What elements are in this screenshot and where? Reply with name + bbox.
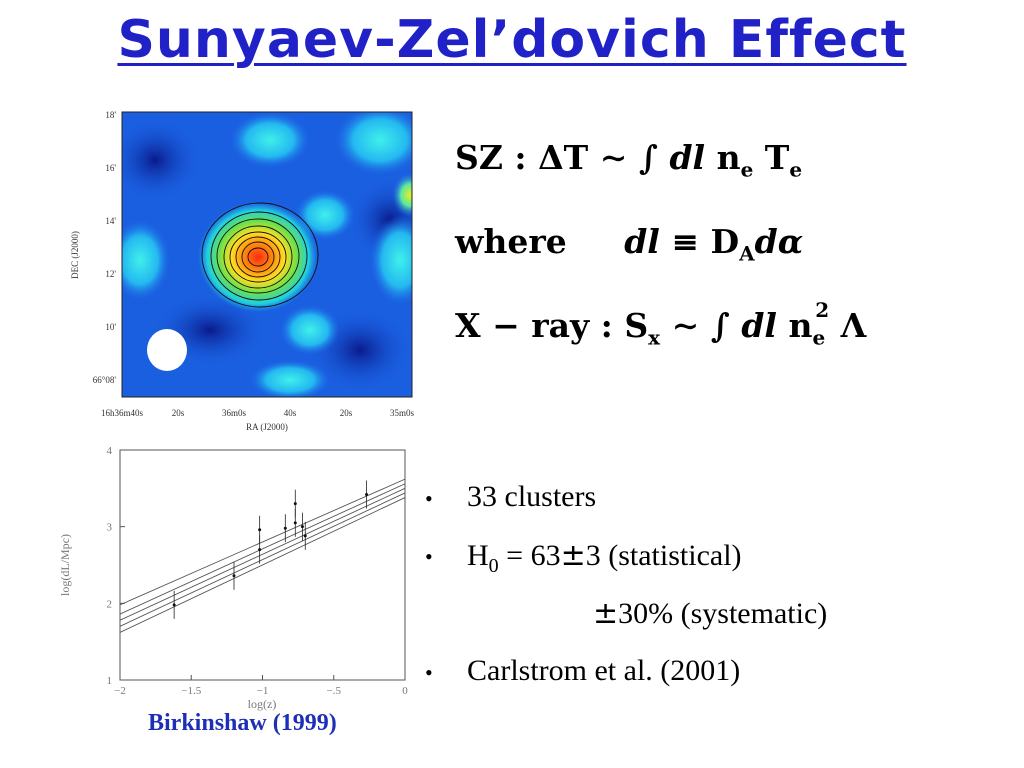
sz-x-tick-label: 20s [172,408,185,418]
hubble-x-axis-label: log(z) [248,697,277,711]
data-point [293,521,297,525]
equation-sz: SZ : ΔT ∼ ∫ dl ne Te [455,138,803,182]
systematic-error-line: ±30% (systematic) [593,596,827,631]
bullet-clusters: • 33 clusters [425,480,596,514]
sz-y-tick-label: 14' [105,216,116,226]
hubble-diagram-chart: −2 −1.5 −1 −.5 0 1 2 3 4 log(z) log(dL/Mpc) [58,445,408,711]
bullet-reference: • Carlstrom et al. (2001) [425,654,740,688]
h0-symbol: H [467,539,489,572]
bullet-dot: • [425,544,433,569]
data-point [293,502,297,506]
sz-y-axis-label: DEC (J2000) [70,231,80,279]
fit-line [119,492,406,627]
data-point [300,525,304,529]
sz-x-tick-label: 20s [340,408,353,418]
h0-subscript: 0 [488,555,499,577]
fit-line [119,497,406,633]
beam-ellipse [147,329,187,371]
reference-text: Carlstrom et al. (2001) [467,654,741,687]
bullet-dot: • [425,660,433,685]
data-point [303,534,307,538]
hubble-x-tick-label: −1.5 [181,685,201,697]
sz-map-figure: 18' 16' 14' 12' 10' 66°08' 16h36m40s 20s 36m0s 4… [70,110,415,432]
hubble-x-tick-label: 0 [402,685,408,697]
data-point [232,574,236,578]
systematic-error: 30% (systematic) [618,597,828,630]
sz-x-tick-label: 36m0s [222,408,247,418]
data-point [258,548,262,552]
plus-minus-symbol: ± [560,538,586,573]
figure-credit: Birkinshaw (1999) [148,710,337,736]
sz-y-tick-label: 18' [105,110,116,120]
sz-x-tick-label: 40s [284,408,297,418]
statistical-error: 3 (statistical) [585,539,742,572]
sz-y-tick-label: 66°08' [93,375,117,385]
bullet-hubble-constant: • H0 = 63±3 (statistical) [425,538,742,578]
data-point [365,492,369,496]
sz-y-tick-label: 16' [105,163,116,173]
plus-minus-symbol: ± [593,596,619,631]
slide-title: Sunyaev-Zel’dovich Effect [117,10,907,70]
sz-x-axis-label: RA (J2000) [246,422,288,432]
sz-x-tick-label: 35m0s [390,408,415,418]
hubble-x-tick-label: −1 [257,685,269,697]
fit-line [119,478,406,606]
hubble-y-tick-label: 3 [107,522,113,534]
hubble-x-tick-label: −2 [114,685,126,697]
bullet-dot: • [425,486,433,511]
hubble-x-tick-label: −.5 [327,685,342,697]
hubble-y-tick-label: 1 [107,675,113,687]
equation-xray: X − ray : Sx ∼ ∫ dl ne2 Λ [455,298,867,350]
sz-y-tick-label: 10' [105,322,116,332]
bullet-clusters-text: 33 clusters [467,480,597,513]
data-point [258,528,262,532]
fit-line [119,483,406,615]
sz-x-tick-label: 16h36m40s [101,408,144,418]
data-point [283,526,287,530]
hubble-y-tick-label: 4 [107,445,113,457]
hubble-y-tick-label: 2 [107,598,113,610]
data-point [172,603,176,607]
h0-value: = 63 [498,539,561,572]
sz-y-tick-label: 12' [105,269,116,279]
fit-line [119,487,406,621]
hubble-y-axis-label: log(dL/Mpc) [58,534,72,596]
equation-where: where dl ≡ DAdα [455,222,804,266]
